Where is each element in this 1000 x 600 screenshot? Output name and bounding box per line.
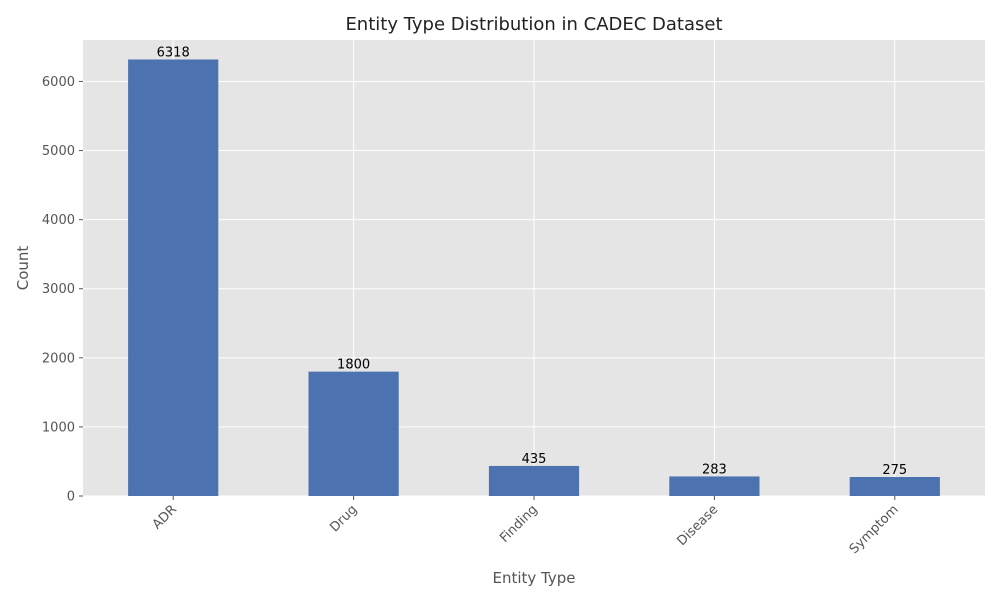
y-tick-label: 2000 (42, 351, 75, 366)
bars (128, 59, 940, 496)
y-axis: 0 1000 2000 3000 4000 5000 6000 (42, 75, 83, 505)
x-tick-label: ADR (150, 502, 180, 532)
bar-disease (669, 476, 760, 496)
x-tick-label: Symptom (847, 502, 902, 557)
x-tick-label: Drug (327, 502, 360, 535)
x-tick-label: Finding (497, 502, 541, 546)
data-label: 6318 (157, 45, 190, 60)
x-tick-label: Disease (674, 502, 721, 549)
y-tick-label: 6000 (42, 75, 75, 90)
bar-drug (308, 371, 399, 496)
y-tick-label: 1000 (42, 420, 75, 435)
bar-adr (128, 59, 219, 496)
bar-symptom (849, 477, 940, 496)
data-label: 1800 (337, 358, 370, 373)
y-tick-label: 4000 (42, 213, 75, 228)
data-label: 275 (882, 463, 907, 478)
data-label: 435 (522, 452, 547, 467)
y-tick-label: 3000 (42, 282, 75, 297)
data-labels: 6318 1800 435 283 275 (157, 45, 908, 478)
chart-title: Entity Type Distribution in CADEC Datase… (345, 14, 722, 35)
y-axis-label: Count (14, 246, 32, 291)
y-tick-label: 5000 (42, 144, 75, 159)
x-axis: ADR Drug Finding Disease Symptom (150, 496, 902, 557)
bar-finding (488, 465, 580, 496)
x-axis-label: Entity Type (492, 569, 575, 587)
y-tick-label: 0 (67, 490, 75, 505)
data-label: 283 (702, 462, 727, 477)
